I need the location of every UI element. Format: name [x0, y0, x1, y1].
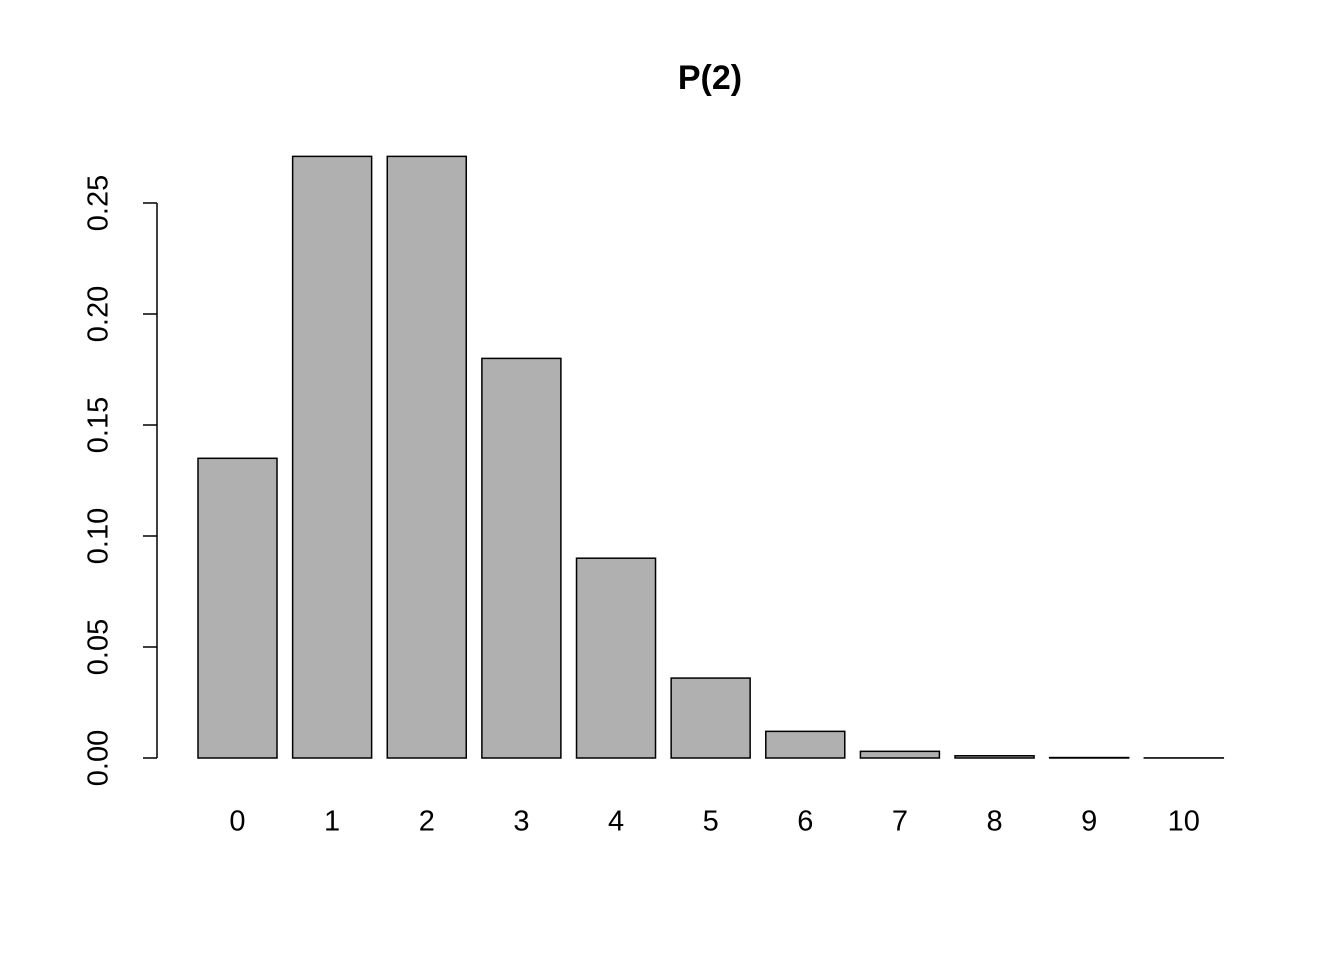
x-tick-label: 7	[892, 806, 908, 838]
x-tick-label: 10	[1168, 806, 1200, 838]
bar	[859, 750, 941, 759]
chart-title: P(2)	[678, 59, 742, 97]
bar	[954, 755, 1035, 759]
y-tick-label: 0.15	[83, 397, 115, 453]
y-tick-label: 0.20	[83, 286, 115, 342]
x-tick-label: 2	[419, 806, 435, 838]
y-tick-label: 0.05	[83, 619, 115, 675]
bar	[481, 357, 562, 759]
x-tick-label: 8	[986, 806, 1002, 838]
x-tick-label: 1	[324, 806, 340, 838]
x-tick-label: 4	[608, 806, 624, 838]
bar	[386, 155, 468, 759]
x-tick-label: 3	[513, 806, 529, 838]
x-tick-label: 5	[703, 806, 719, 838]
bar	[197, 457, 278, 759]
bar	[291, 155, 373, 759]
y-tick-label: 0.00	[83, 730, 115, 786]
x-tick-label: 9	[1081, 806, 1097, 838]
x-tick-label: 6	[797, 806, 813, 838]
y-tick-label: 0.10	[83, 508, 115, 564]
bar	[765, 730, 846, 759]
bar	[670, 677, 751, 759]
bar	[575, 557, 657, 759]
x-tick-label: 0	[229, 806, 245, 838]
y-tick-label: 0.25	[83, 175, 115, 231]
